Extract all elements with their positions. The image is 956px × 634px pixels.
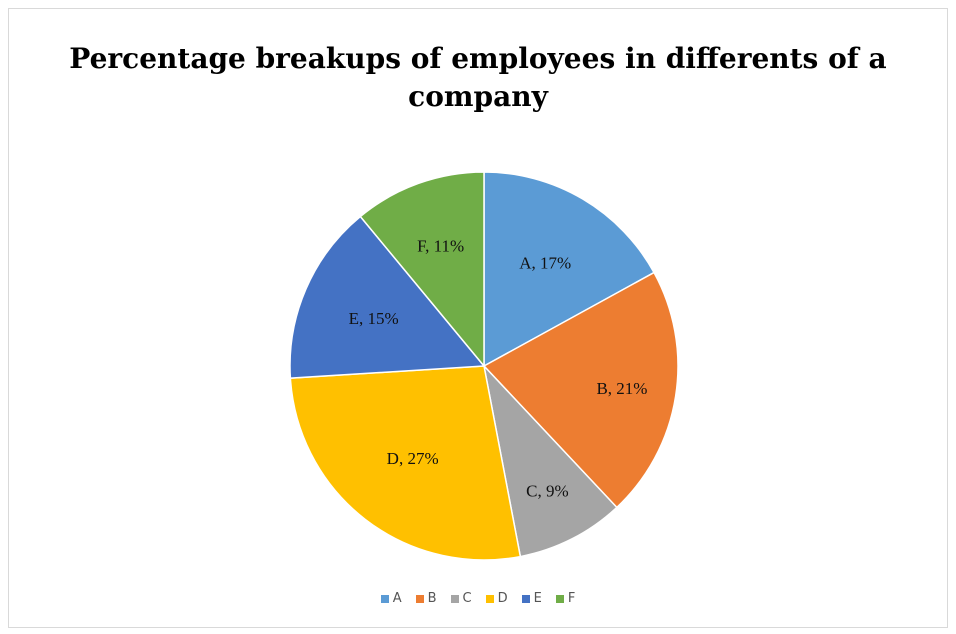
legend-label: F xyxy=(567,591,576,606)
legend-item-d: D xyxy=(485,591,508,606)
legend-label: B xyxy=(427,591,437,606)
slice-label-a: A, 17% xyxy=(519,253,571,272)
legend-label: D xyxy=(497,591,508,606)
slice-label-d: D, 27% xyxy=(387,449,439,468)
chart-title: Percentage breakups of employees in diff… xyxy=(69,42,887,113)
legend-item-a: A xyxy=(380,591,402,606)
pie-slice-b xyxy=(482,271,679,509)
pie-slice-e xyxy=(289,215,486,379)
pie-slice-d xyxy=(289,365,522,561)
slice-label-e: E, 15% xyxy=(349,309,399,328)
legend-label: E xyxy=(533,591,542,606)
legend-swatch xyxy=(380,594,389,603)
pie-slice-f xyxy=(359,171,485,369)
legend-item-b: B xyxy=(415,591,437,606)
legend-item-f: F xyxy=(555,591,576,606)
slice-label-f: F, 11% xyxy=(417,237,464,256)
legend-swatch xyxy=(555,594,564,603)
legend-item-e: E xyxy=(521,591,542,606)
legend-swatch xyxy=(521,594,530,603)
slice-label-c: C, 9% xyxy=(526,481,569,500)
legend-swatch xyxy=(415,594,424,603)
legend: A B C D E F xyxy=(0,591,956,606)
legend-swatch xyxy=(450,594,459,603)
slice-label-b: B, 21% xyxy=(596,379,647,398)
legend-item-c: C xyxy=(450,591,472,606)
legend-label: C xyxy=(462,591,472,606)
pie-slice-a xyxy=(483,171,656,368)
legend-swatch xyxy=(485,594,494,603)
legend-label: A xyxy=(392,591,402,606)
pie-slice-c xyxy=(482,363,618,558)
